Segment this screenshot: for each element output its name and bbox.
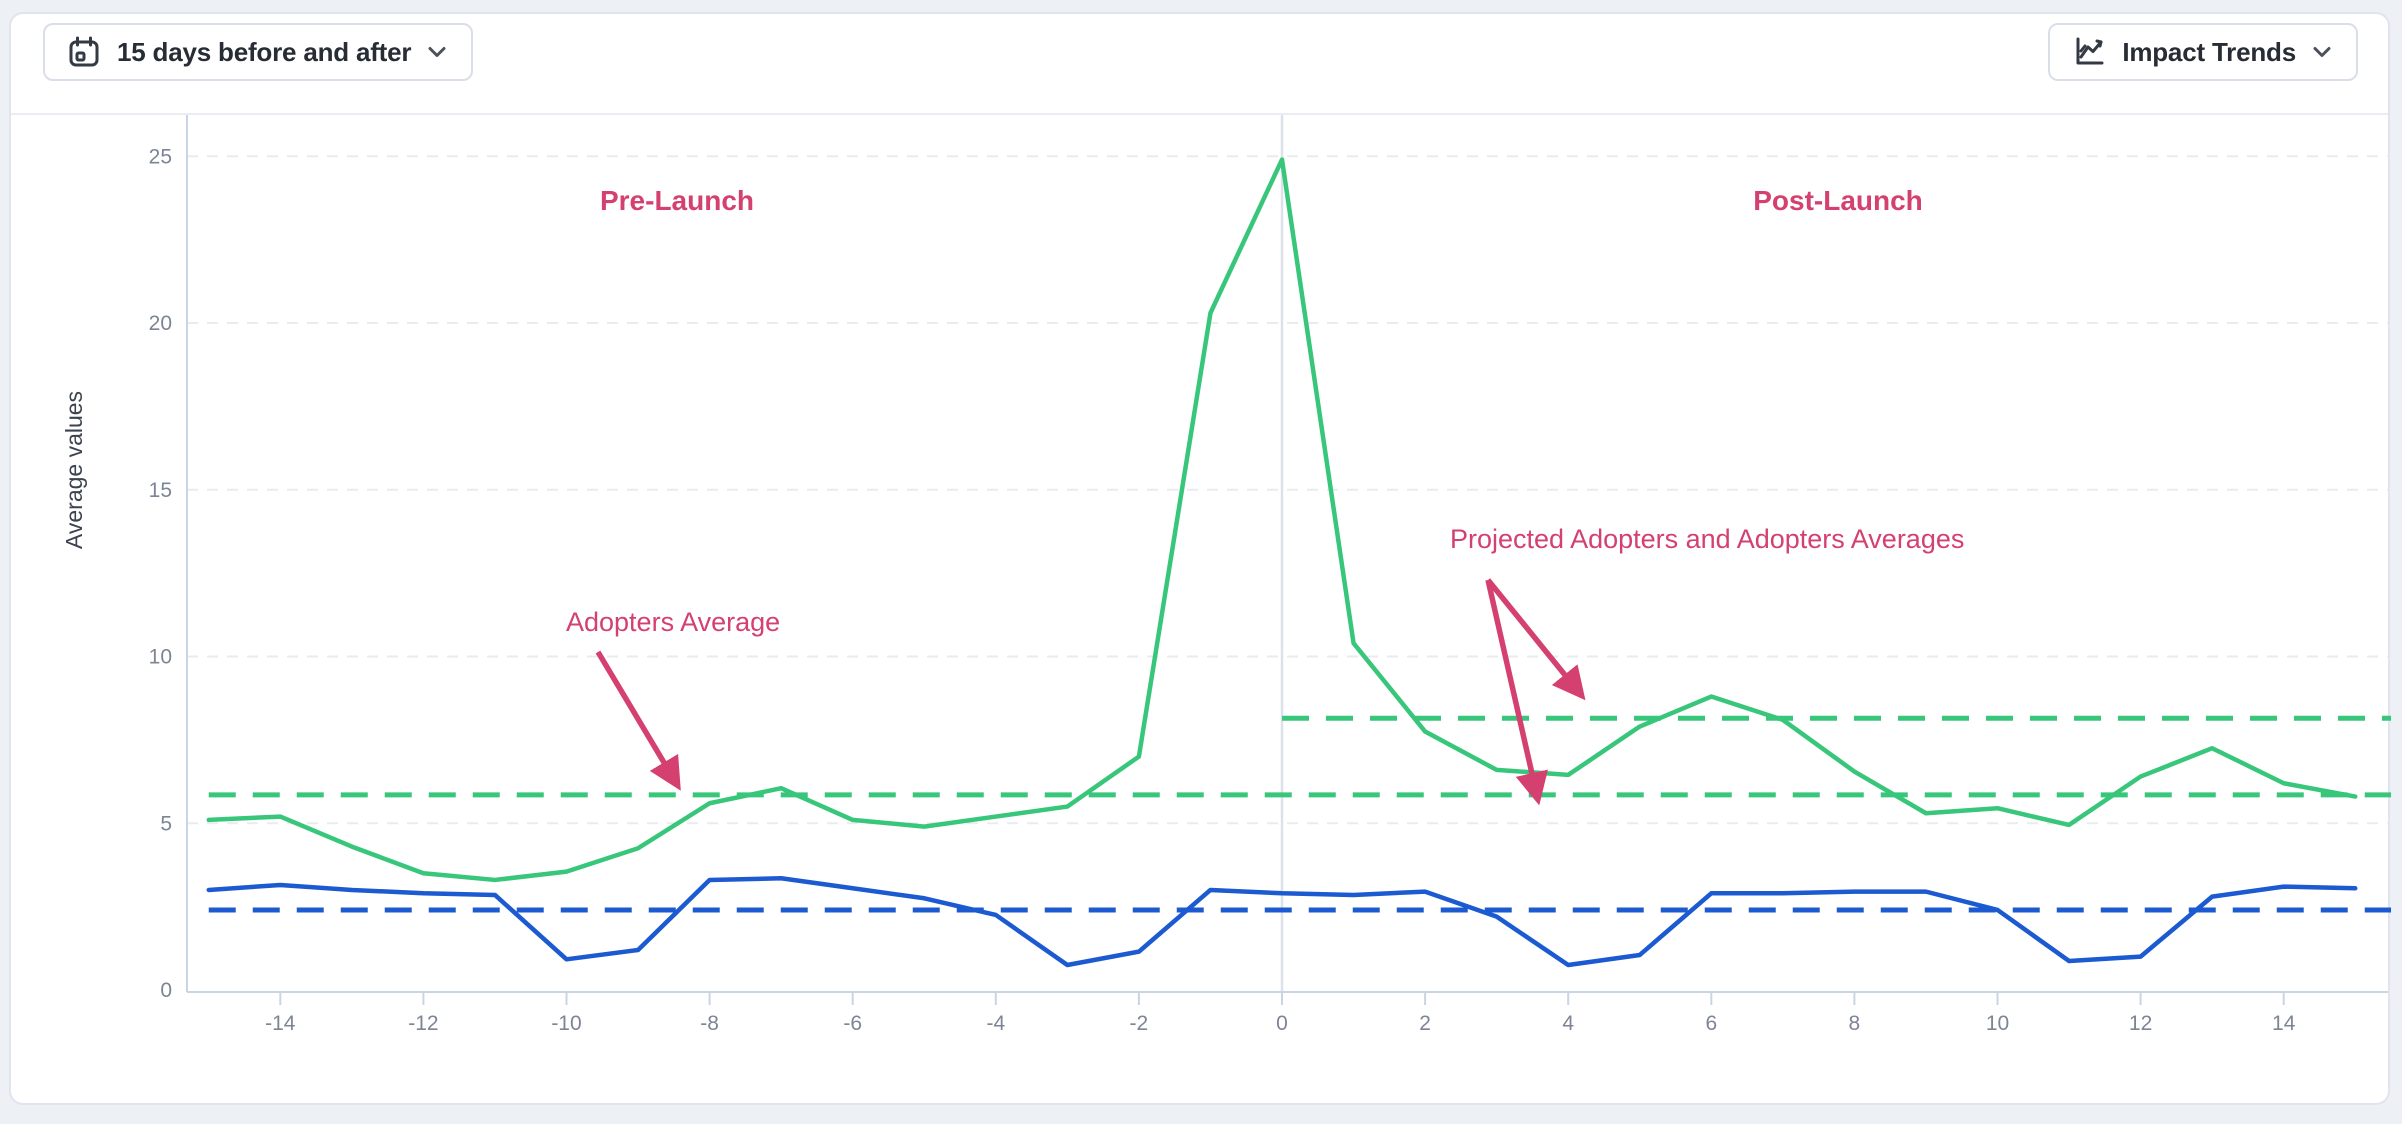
- projected-averages-annotation: Projected Adopters and Adopters Averages: [1450, 524, 1965, 554]
- chevron-down-icon: [2310, 40, 2334, 64]
- adopters-average-annotation: Adopters Average: [566, 607, 781, 637]
- chart-card: [9, 12, 2390, 1105]
- post-launch-annotation: Post-Launch: [1753, 185, 1923, 216]
- line-chart-icon: [2072, 35, 2106, 69]
- chevron-down-icon: [425, 40, 449, 64]
- date-range-label: 15 days before and after: [117, 36, 412, 67]
- impact-trends-dropdown[interactable]: Impact Trends: [2048, 23, 2358, 81]
- impact-trends-label: Impact Trends: [2122, 36, 2296, 67]
- card-header: [11, 14, 2388, 115]
- pre-launch-annotation: Pre-Launch: [599, 185, 755, 216]
- date-range-dropdown[interactable]: 15 days before and after: [43, 23, 474, 81]
- calendar-icon: [67, 35, 101, 69]
